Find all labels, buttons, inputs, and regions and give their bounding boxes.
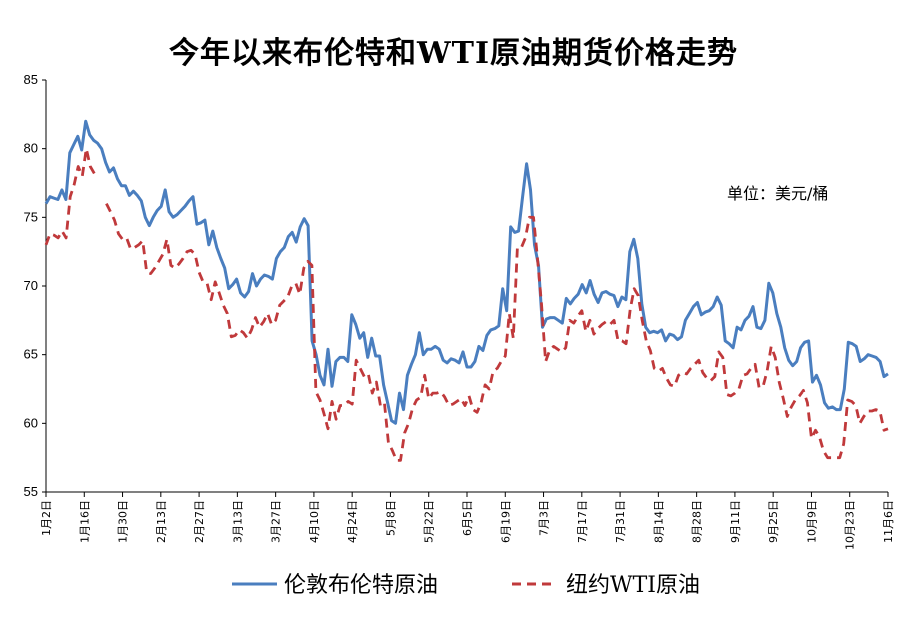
legend-label-2: 纽约WTI原油 [566,573,700,598]
x-tick-label: 3月13日 [231,500,244,543]
legend: 伦敦布伦特原油 纽约WTI原油 [232,573,700,598]
chart-title: 今年以来布伦特和WTI原油期货价格走势 [168,36,739,71]
x-tick-label: 3月27日 [270,500,283,543]
x-tick-label: 7月31日 [614,500,627,543]
x-tick-label: 1月16日 [78,500,91,543]
x-tick-label: 4月10日 [308,500,321,543]
x-tick-label: 5月8日 [384,500,397,536]
y-tick-label: 70 [24,278,38,293]
y-tick-label: 55 [24,484,38,499]
x-tick-label: 7月17日 [576,500,589,543]
x-tick-label: 5月22日 [423,500,436,543]
x-tick-label: 9月25日 [767,500,780,543]
x-tick-label: 10月9日 [805,500,818,543]
x-tick-label: 10月23日 [844,500,857,550]
y-tick-label: 60 [24,415,38,430]
y-axis-ticks: 55 60 65 70 75 80 85 [24,72,46,499]
y-tick-label: 75 [24,209,38,224]
x-tick-label: 6月19日 [499,500,512,543]
y-tick-label: 80 [24,141,38,156]
x-tick-label: 2月27日 [193,500,206,543]
x-tick-label: 2月13日 [155,500,168,543]
y-tick-label: 65 [24,347,38,362]
x-tick-label: 9月11日 [729,500,742,543]
x-tick-label: 6月5日 [461,500,474,536]
x-axis-ticks: 1月2日 1月16日 1月30日 2月13日 2月27日 3月13日 3月27日 4月10日 4… [40,492,895,550]
x-tick-label: 8月14日 [652,500,665,543]
x-tick-label: 4月24日 [346,500,359,543]
x-tick-label: 1月30日 [117,500,130,543]
x-tick-label: 7月3日 [538,500,551,536]
y-tick-label: 85 [24,72,38,87]
legend-label-1: 伦敦布伦特原油 [284,573,438,598]
unit-label: 单位：美元/桶 [727,184,828,203]
x-tick-label: 1月2日 [40,500,53,536]
series-line-2 [44,147,889,462]
x-tick-label: 8月28日 [691,500,704,543]
chart-axes [45,80,888,493]
series-line-1 [44,119,889,425]
x-tick-label: 11月6日 [882,500,895,543]
series-layer [44,119,889,462]
